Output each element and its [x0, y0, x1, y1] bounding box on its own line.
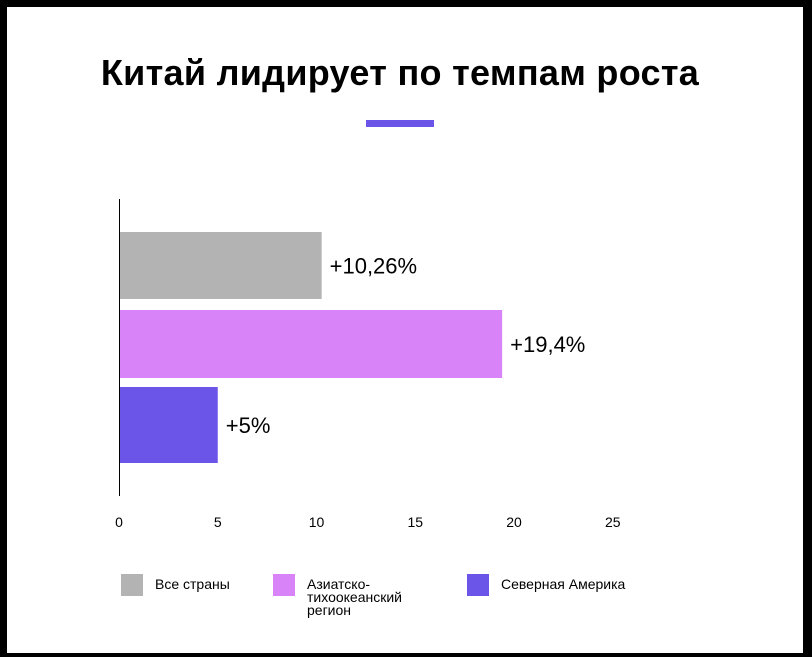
legend-swatch [273, 574, 295, 596]
x-tick-label: 25 [605, 514, 621, 530]
x-tick-labels-group: 0 5 10 15 20 25 [115, 514, 621, 530]
legend-label-line: регион [307, 602, 352, 618]
legend-label-line: тихоокеанский [307, 589, 402, 605]
x-tick-label: 15 [407, 514, 423, 530]
bar-3 [120, 387, 218, 463]
legend-swatch [467, 574, 489, 596]
legend-swatch [121, 574, 143, 596]
x-tick-label: 10 [309, 514, 325, 530]
legend-item-3: Северная Америка [467, 574, 625, 596]
bar-value-label-1: +10,26% [330, 254, 417, 279]
bar-2 [120, 310, 503, 378]
legend-label-line: Азиатско- [307, 576, 371, 592]
legend-item-2: Азиатско-тихоокеанский регион [273, 574, 402, 617]
title-underline [366, 120, 434, 127]
bar-1 [120, 232, 322, 299]
x-tick-label: 20 [506, 514, 522, 530]
legend-label: Северная Америка [501, 574, 625, 591]
legend-label-line: Северная Америка [501, 576, 626, 592]
legend-label: Азиатско-тихоокеанский регион [307, 574, 402, 617]
bar-value-label-2: +19,4% [510, 332, 585, 357]
bar-value-label-3: +5% [226, 413, 271, 438]
legend: Все страны Азиатско-тихоокеанский регион Се… [0, 574, 800, 634]
legend-label-line: Все страны [155, 576, 230, 592]
legend-item-1: Все страны [121, 574, 230, 596]
legend-label: Все страны [155, 574, 230, 591]
bars-group [120, 232, 503, 463]
chart-title: Китай лидирует по темпам роста [100, 52, 700, 93]
x-tick-label: 0 [115, 514, 123, 530]
value-labels-group: +10,26% +19,4% +5% [226, 254, 586, 439]
x-tick-label: 5 [214, 514, 222, 530]
